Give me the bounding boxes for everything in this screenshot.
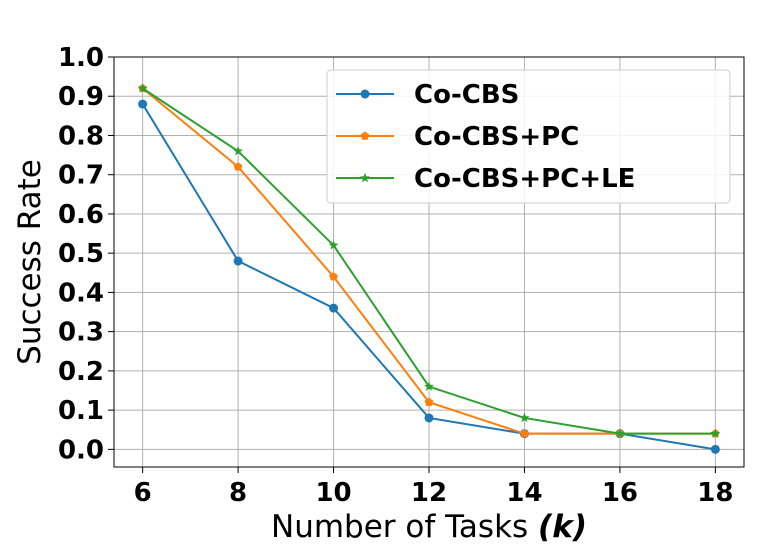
- legend-marker: [360, 89, 370, 99]
- y-tick-label: 0.5: [58, 239, 104, 269]
- y-tick-label: 0.7: [58, 161, 104, 191]
- data-point-co-cbs-pc-le: [233, 145, 244, 156]
- series-co-cbs-pc-le: [137, 83, 721, 438]
- data-point-co-cbs-pc-le: [424, 381, 434, 391]
- data-point-co-cbs: [138, 99, 148, 109]
- x-tick-label: 10: [315, 478, 351, 508]
- x-tick-label: 6: [134, 478, 152, 508]
- data-point-co-cbs-pc-le: [137, 83, 148, 93]
- x-axis-label-text: Number of Tasks: [271, 509, 528, 545]
- legend-label: Co-CBS+PC: [414, 122, 579, 152]
- data-point-co-cbs-pc: [520, 429, 529, 438]
- y-tick-label: 0.9: [58, 82, 104, 112]
- y-tick-label: 0.6: [58, 200, 104, 230]
- data-point-co-cbs: [710, 444, 720, 454]
- legend-item-co-cbs-pc: Co-CBS+PC: [336, 122, 579, 152]
- data-point-co-cbs: [329, 303, 339, 313]
- y-tick-label: 0.3: [58, 318, 104, 348]
- legend-item-co-cbs: Co-CBS: [336, 80, 519, 110]
- x-axis-label: Number of Tasks (k): [271, 509, 587, 545]
- legend-label: Co-CBS: [414, 80, 519, 110]
- data-point-co-cbs-pc-le: [614, 428, 625, 438]
- y-tick-label: 0.1: [58, 396, 104, 426]
- x-tick-label: 8: [229, 478, 247, 508]
- series-layer: [137, 83, 721, 454]
- legend: Co-CBS Co-CBS+PC Co-CBS+PC+LE: [326, 69, 731, 204]
- x-tick-label: 18: [697, 478, 733, 508]
- y-axis-ticks: 0.0 0.1 0.2 0.3 0.4 0.5 0.6 0.7 0.8 0.9 1.0: [58, 43, 114, 465]
- x-tick-label: 14: [506, 478, 542, 508]
- legend-marker: [360, 131, 370, 140]
- legend-label: Co-CBS+PC+LE: [414, 164, 635, 194]
- y-tick-label: 0.0: [58, 435, 104, 465]
- x-axis-ticks: 6 8 10 12 14 16 18: [134, 467, 733, 508]
- y-axis-label: Success Rate: [12, 159, 48, 365]
- legend-box: [326, 69, 731, 204]
- x-tick-label: 12: [411, 478, 447, 508]
- y-tick-label: 0.8: [58, 121, 104, 151]
- data-point-co-cbs-pc-le: [328, 240, 339, 250]
- data-point-co-cbs-pc: [424, 397, 434, 406]
- y-tick-label: 0.4: [58, 278, 104, 308]
- y-tick-label: 1.0: [58, 43, 104, 73]
- legend-item-co-cbs-pc-le: Co-CBS+PC+LE: [336, 164, 635, 194]
- data-point-co-cbs: [233, 256, 243, 266]
- x-tick-label: 16: [602, 478, 638, 508]
- data-point-co-cbs-pc-le: [519, 412, 530, 423]
- data-point-co-cbs: [424, 413, 434, 423]
- x-axis-label-symbol: (k): [538, 509, 587, 545]
- data-point-co-cbs-pc: [233, 162, 243, 171]
- data-point-co-cbs-pc-le: [710, 428, 721, 438]
- y-tick-label: 0.2: [58, 357, 104, 387]
- legend-marker: [360, 172, 370, 183]
- data-point-co-cbs-pc: [329, 272, 338, 281]
